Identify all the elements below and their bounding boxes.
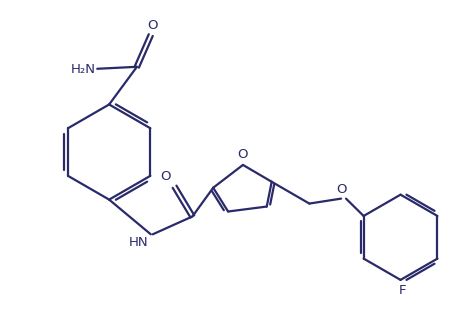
Text: O: O <box>336 183 346 196</box>
Text: O: O <box>160 170 171 183</box>
Text: HN: HN <box>129 236 149 249</box>
Text: O: O <box>238 148 248 161</box>
Text: H₂N: H₂N <box>70 63 95 76</box>
Text: O: O <box>148 19 158 32</box>
Text: F: F <box>399 284 406 297</box>
